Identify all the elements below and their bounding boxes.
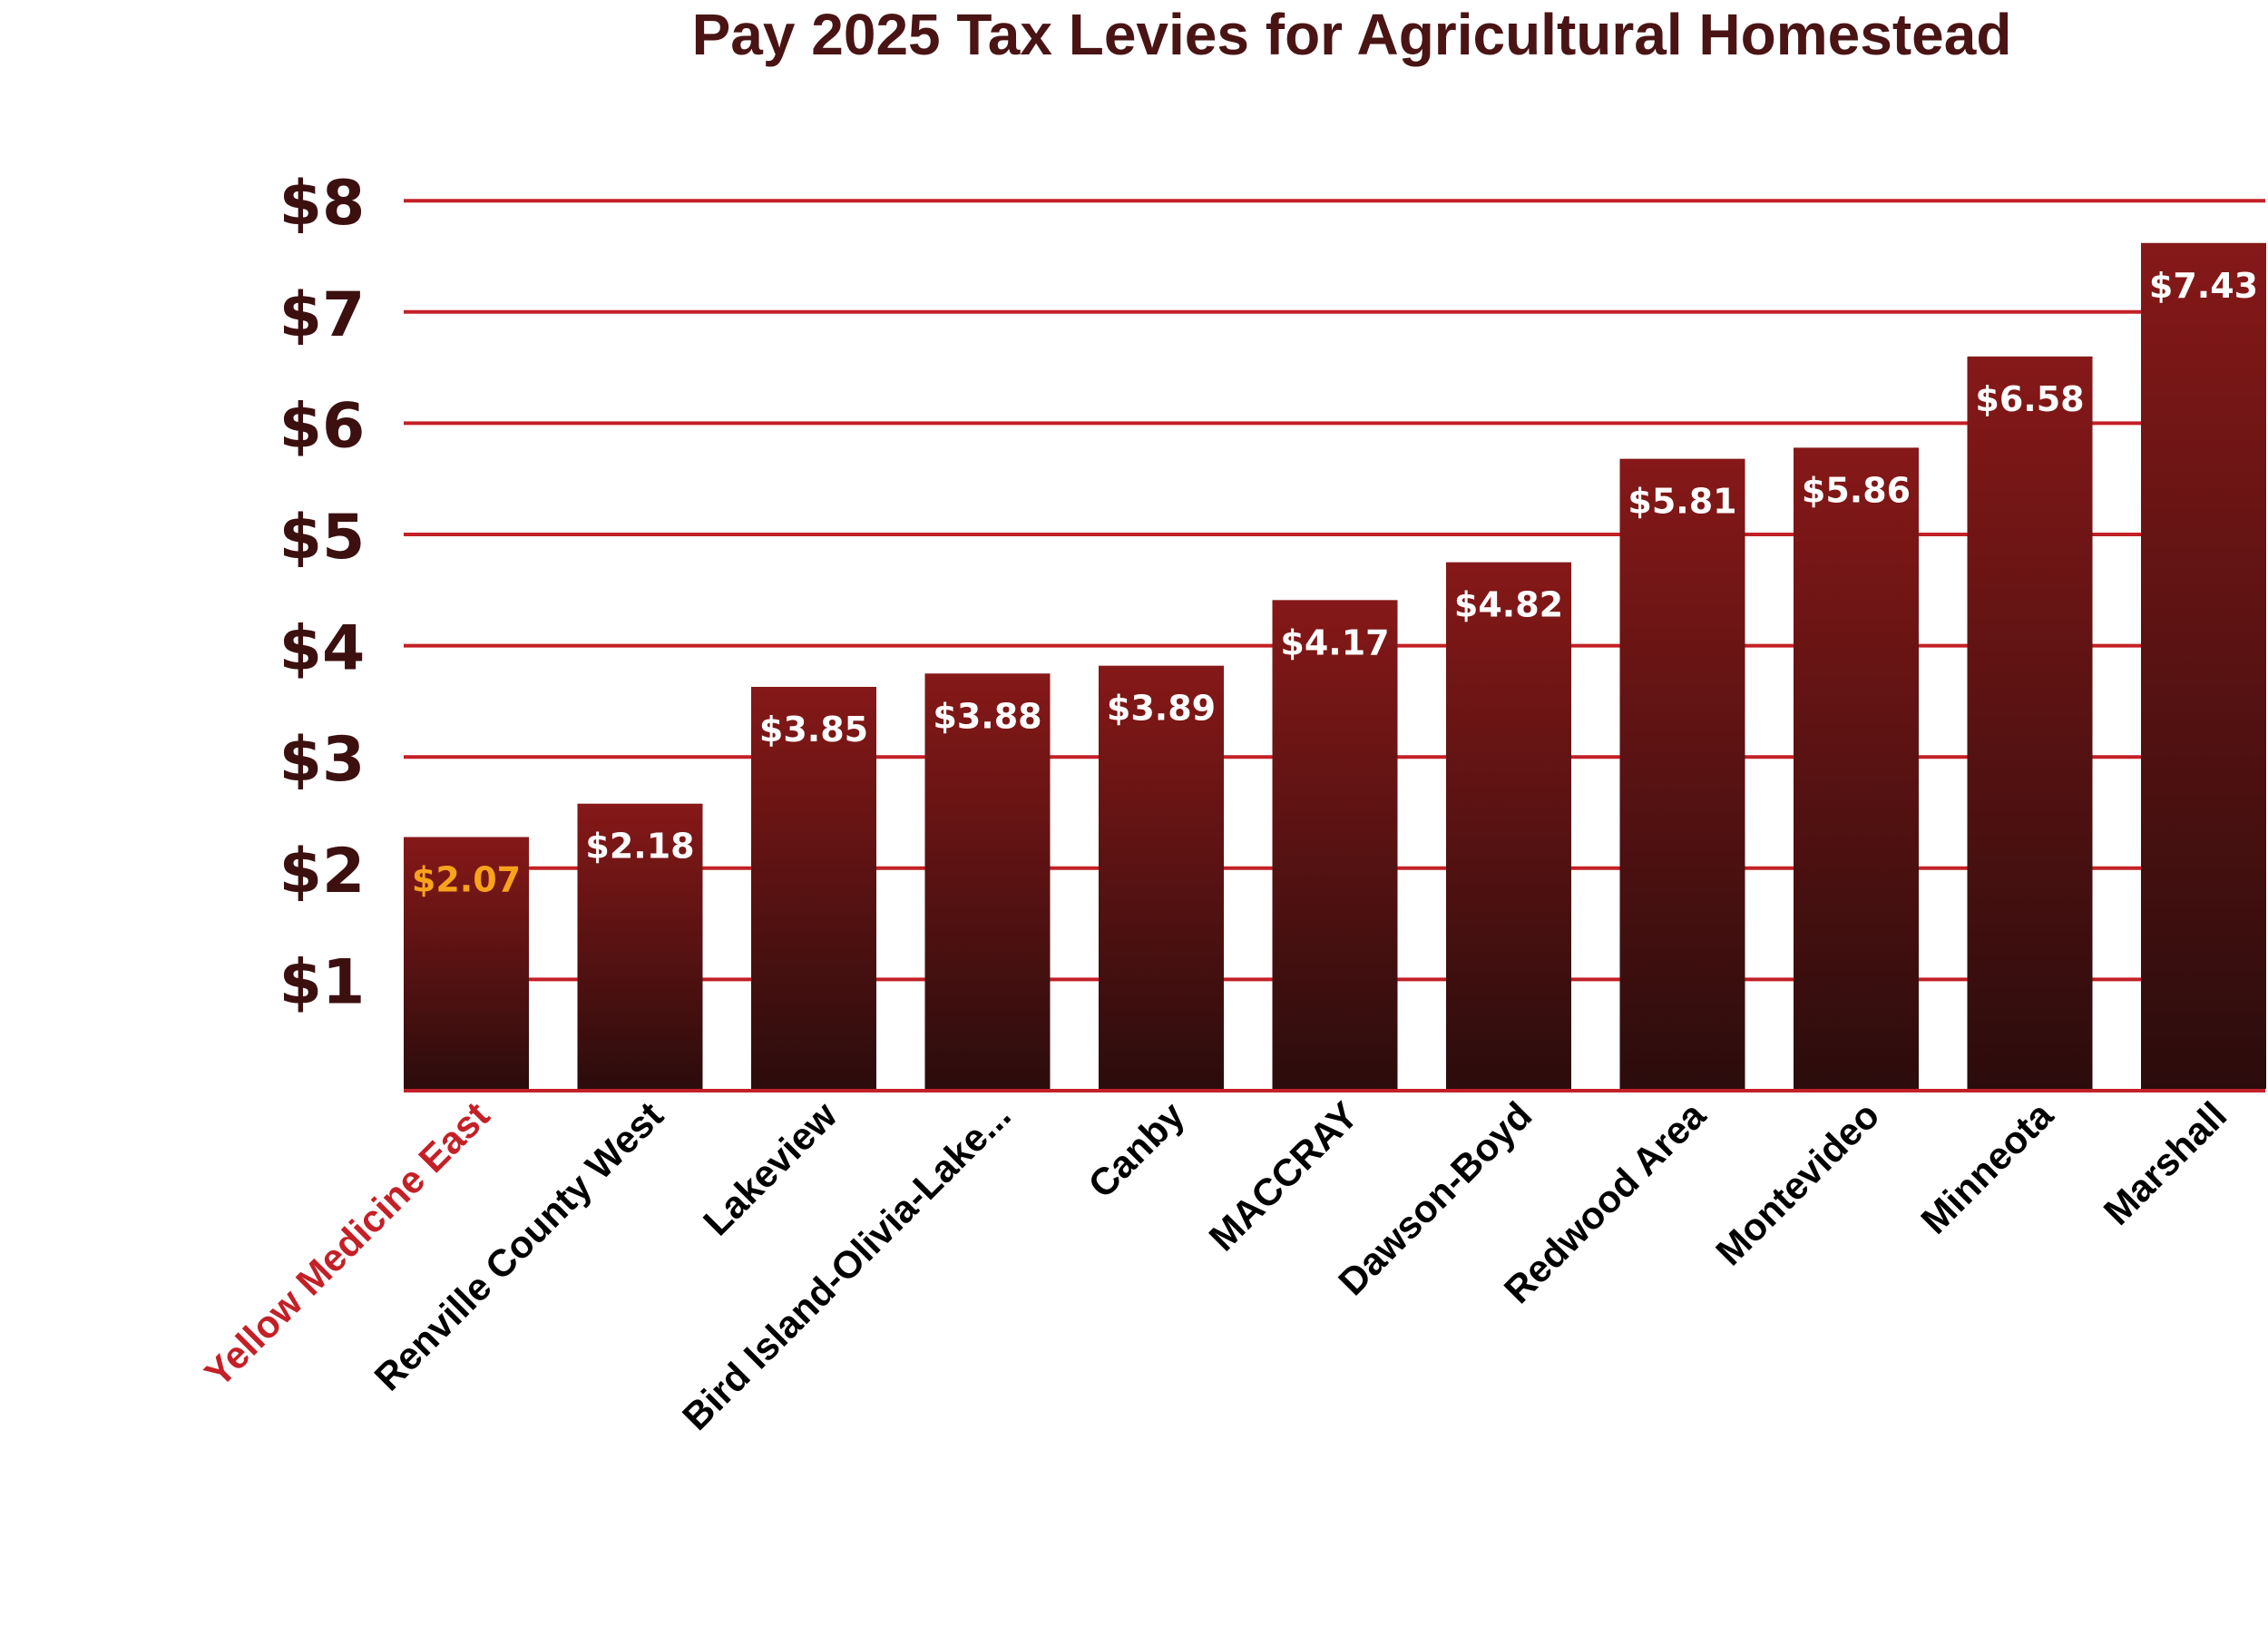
bar xyxy=(751,686,876,1089)
gridlines xyxy=(404,199,2265,1092)
x-tick-label: Canby xyxy=(1080,1093,1192,1206)
bar xyxy=(1619,458,1745,1090)
bar-value-label: $2.18 xyxy=(585,827,694,867)
bar xyxy=(1099,665,1224,1089)
bar xyxy=(1272,600,1398,1089)
bar-value-label: $7.43 xyxy=(2149,266,2258,306)
x-tick-label: Bird Island-Olivia-Lake... xyxy=(674,1093,1019,1438)
bar-value-label: $6.58 xyxy=(1975,379,2084,419)
bar-value-label: $3.88 xyxy=(933,696,1041,736)
data-labels: $2.07 $2.18 $3.85 $3.88 $3.89 $4.17 $4.82 $5.81… xyxy=(412,266,2258,900)
bar-value-label: $3.89 xyxy=(1107,689,1216,729)
y-tick-label: $1 xyxy=(279,946,366,1018)
y-tick-label: $2 xyxy=(279,836,366,907)
bar-value-label: $5.86 xyxy=(1802,470,1911,510)
bar xyxy=(1794,447,1919,1089)
y-tick-label: $3 xyxy=(279,724,366,796)
x-tick-label: Marshall xyxy=(2096,1093,2235,1233)
y-tick-label: $7 xyxy=(279,279,366,351)
bars xyxy=(404,242,2266,1090)
y-tick-label: $8 xyxy=(279,168,366,240)
x-tick-label: Montevideo xyxy=(1707,1093,1887,1273)
bar-value-label: $4.82 xyxy=(1454,585,1563,625)
bar xyxy=(924,673,1051,1089)
y-tick-label: $6 xyxy=(279,390,366,462)
bar xyxy=(577,803,703,1089)
y-tick-label: $5 xyxy=(279,502,366,573)
bar-value-label: $2.07 xyxy=(412,859,521,899)
bar xyxy=(1446,562,1571,1089)
bar-value-label: $5.81 xyxy=(1628,482,1736,522)
x-tick-label: Minneota xyxy=(1912,1093,2061,1242)
x-tick-label: Lakeview xyxy=(695,1093,846,1244)
bar xyxy=(2141,242,2266,1090)
bar-value-label: $4.17 xyxy=(1280,622,1389,662)
y-tick-label: $4 xyxy=(279,613,366,685)
bar xyxy=(1967,356,2093,1090)
chart-title: Pay 2025 Tax Levies for Agricultural Hom… xyxy=(692,2,2012,67)
x-tick-label: Renville County West xyxy=(367,1093,671,1398)
x-tick-label: Yellow Medicine East xyxy=(196,1093,497,1395)
bar xyxy=(404,837,529,1089)
bar-value-label: $3.85 xyxy=(759,710,868,750)
x-tick-label: MACCRAY xyxy=(1201,1093,1366,1259)
y-axis: $1 $2 $3 $4 $5 $6 $7 $8 xyxy=(279,168,366,1018)
